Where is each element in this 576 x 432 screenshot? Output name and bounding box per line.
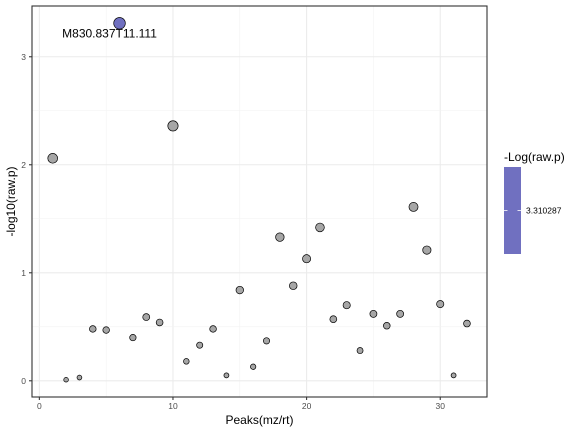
data-point xyxy=(315,222,325,233)
x-tick-label: 10 xyxy=(168,401,178,411)
y-tick-label: 0 xyxy=(21,376,26,386)
data-point xyxy=(436,300,445,309)
y-axis-title: -log10(raw.p) xyxy=(4,166,18,236)
data-point xyxy=(369,309,378,318)
data-point xyxy=(383,321,391,330)
data-point xyxy=(129,334,137,342)
data-point xyxy=(356,347,364,354)
y-tick-label: 2 xyxy=(21,160,26,170)
plot-area: M830.837T11.111 xyxy=(31,5,488,398)
data-point xyxy=(63,377,69,383)
data-point xyxy=(250,363,257,370)
data-point xyxy=(155,318,164,327)
annotation-label: M830.837T11.111 xyxy=(62,26,157,40)
x-tick-label: 0 xyxy=(37,401,42,411)
y-tick-label: 3 xyxy=(21,52,26,62)
data-point xyxy=(302,254,312,264)
data-point xyxy=(209,325,217,333)
grid-lines xyxy=(32,6,487,397)
data-point xyxy=(183,358,190,365)
data-point xyxy=(76,374,83,381)
x-axis-title: Peaks(mz/rt) xyxy=(225,413,293,427)
x-tick-label: 30 xyxy=(435,401,445,411)
data-point xyxy=(89,325,97,333)
x-tick-label: 20 xyxy=(302,401,312,411)
data-point xyxy=(289,281,298,290)
x-axis: 0 10 20 30 xyxy=(37,397,445,411)
data-point xyxy=(142,313,151,321)
plot-border xyxy=(31,5,488,398)
data-point xyxy=(47,153,58,164)
y-axis: 0 1 2 3 xyxy=(21,52,32,386)
data-point xyxy=(450,372,457,379)
legend: -Log(raw.p) 3.310287 xyxy=(504,150,565,254)
data-point xyxy=(422,245,432,255)
data-point xyxy=(196,341,204,349)
data-point xyxy=(342,301,351,310)
data-point xyxy=(223,372,230,379)
y-tick-label: 1 xyxy=(21,268,26,278)
highlighted-point xyxy=(113,17,126,30)
data-point xyxy=(396,309,405,318)
data-point xyxy=(167,120,179,132)
data-points xyxy=(47,17,471,383)
data-point xyxy=(408,202,419,212)
legend-colorbar xyxy=(504,167,521,254)
data-point xyxy=(463,319,471,328)
data-point xyxy=(235,285,244,295)
plot-panel xyxy=(32,6,487,397)
data-point xyxy=(275,232,285,242)
annotations: M830.837T11.111 xyxy=(62,26,157,40)
legend-label: 3.310287 xyxy=(526,206,562,216)
data-point xyxy=(329,315,338,324)
data-point xyxy=(102,326,110,334)
data-point xyxy=(262,337,271,345)
legend-title: -Log(raw.p) xyxy=(504,150,565,164)
